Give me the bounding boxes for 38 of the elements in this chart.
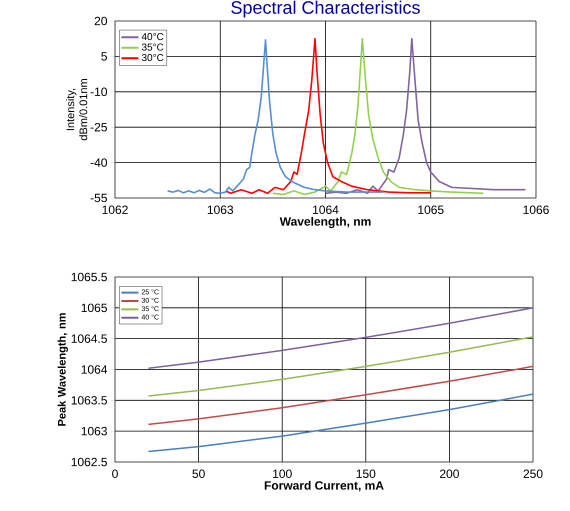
- y-tick-label: 20: [94, 16, 108, 26]
- line-series: [272, 38, 484, 196]
- y-tick-label: 5: [101, 52, 107, 61]
- y-tick-label: 1065.5: [72, 272, 107, 282]
- x-tick-label: 200: [440, 470, 459, 478]
- x-tick-label: 1065: [418, 206, 444, 214]
- x-tick-label: 150: [356, 470, 376, 478]
- legend-label: 35°C: [142, 44, 164, 51]
- x-tick-label: 50: [192, 470, 205, 478]
- y-tick-label: 1063: [82, 426, 107, 436]
- line-series: [148, 307, 533, 370]
- y-tick-label: 1064: [82, 365, 108, 374]
- x-tick-label: 1066: [524, 206, 549, 214]
- y-tick-label: 1065: [82, 304, 107, 312]
- legend-label: 40°C: [142, 33, 164, 40]
- line-series: [148, 393, 533, 452]
- x-tick-label: 250: [524, 470, 543, 478]
- x-axis-title: Wavelength, nm: [280, 216, 371, 228]
- x-tick-label: 0: [112, 470, 118, 478]
- y-axis-title: Intensity, dBm/0.01nm: [66, 79, 88, 140]
- x-tick-label: 1062: [102, 206, 128, 214]
- x-tick-label: 1063: [208, 206, 234, 214]
- x-tick-label: 100: [273, 470, 292, 478]
- y-axis-title: Peak Wavelength, nm: [58, 313, 68, 426]
- line-series: [148, 336, 533, 397]
- y-tick-label: 1063.5: [72, 396, 107, 405]
- y-tick-label: 1062.5: [72, 458, 107, 466]
- chart-title: Spectral Characteristics: [231, 0, 420, 18]
- line-series: [224, 38, 432, 194]
- y-tick-label: -55: [90, 194, 107, 202]
- line-series: [148, 366, 533, 426]
- y-tick-label: -10: [90, 88, 108, 96]
- x-axis-title: Forward Current, mA: [264, 480, 384, 492]
- y-tick-label: 1064.5: [72, 334, 107, 343]
- legend-label: 30°C: [142, 54, 164, 62]
- y-tick-label: -40: [90, 158, 108, 167]
- x-tick-label: 1064: [313, 206, 338, 214]
- y-tick-label: -25: [90, 122, 107, 132]
